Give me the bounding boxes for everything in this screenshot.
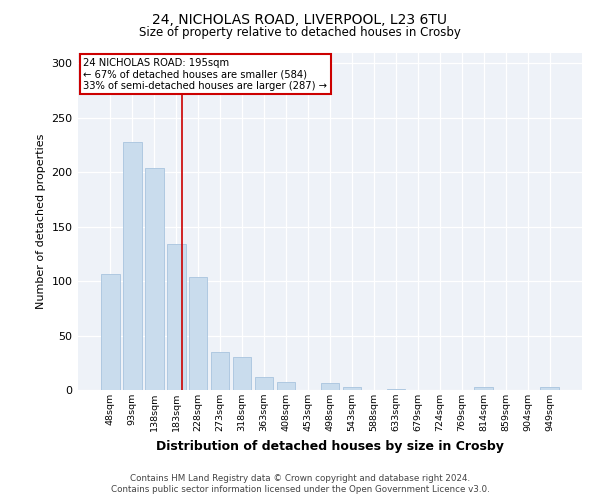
Text: 24 NICHOLAS ROAD: 195sqm
← 67% of detached houses are smaller (584)
33% of semi-: 24 NICHOLAS ROAD: 195sqm ← 67% of detach… — [83, 58, 327, 91]
Bar — [255, 377, 274, 390]
Bar — [386, 389, 405, 390]
Bar — [233, 358, 251, 390]
Bar — [320, 384, 340, 390]
Bar — [101, 274, 119, 390]
X-axis label: Distribution of detached houses by size in Crosby: Distribution of detached houses by size … — [156, 440, 504, 452]
Text: Size of property relative to detached houses in Crosby: Size of property relative to detached ho… — [139, 26, 461, 39]
Bar — [343, 386, 361, 390]
Bar — [123, 142, 142, 390]
Bar — [167, 244, 185, 390]
Text: Contains HM Land Registry data © Crown copyright and database right 2024.
Contai: Contains HM Land Registry data © Crown c… — [110, 474, 490, 494]
Bar — [475, 386, 493, 390]
Bar — [541, 386, 559, 390]
Bar — [277, 382, 295, 390]
Bar — [145, 168, 164, 390]
Bar — [189, 277, 208, 390]
Bar — [211, 352, 229, 390]
Text: 24, NICHOLAS ROAD, LIVERPOOL, L23 6TU: 24, NICHOLAS ROAD, LIVERPOOL, L23 6TU — [152, 12, 448, 26]
Y-axis label: Number of detached properties: Number of detached properties — [36, 134, 46, 309]
